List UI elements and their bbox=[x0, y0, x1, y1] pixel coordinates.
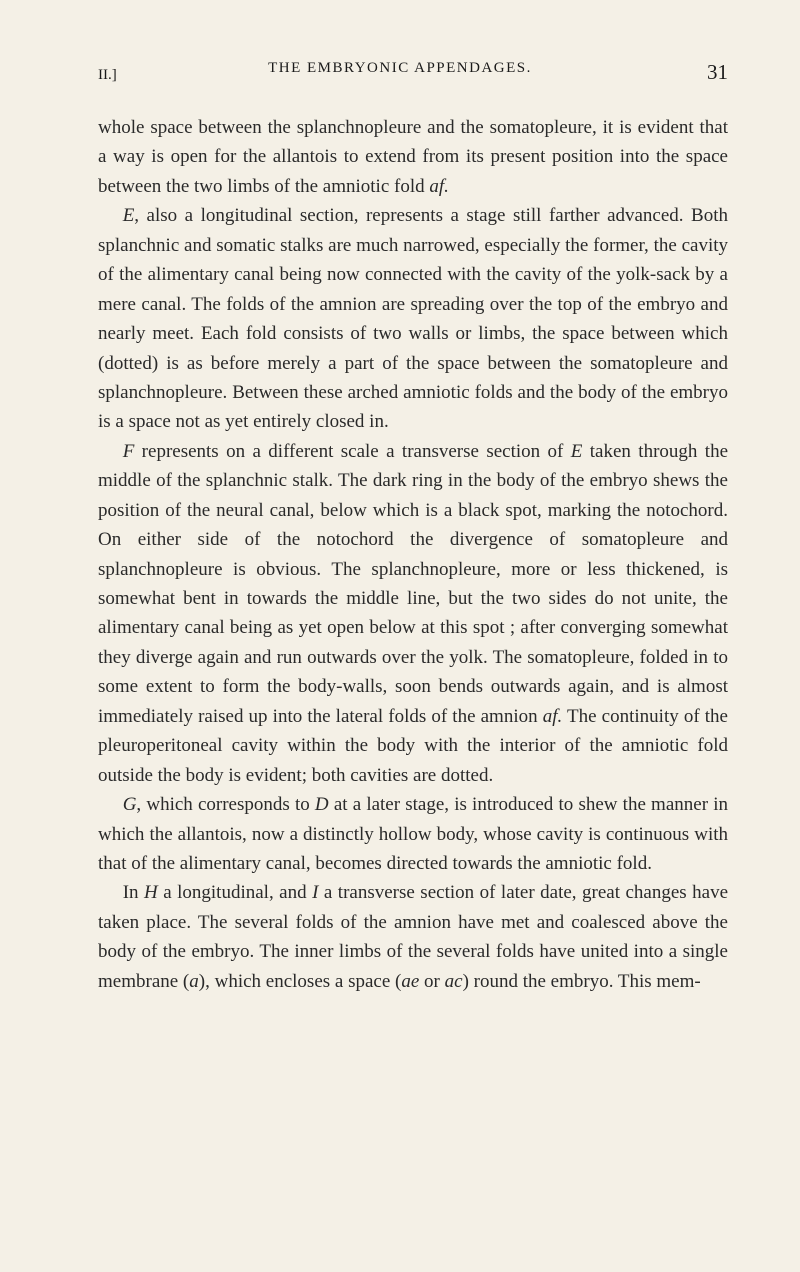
text-span: represents on a different scale a transv… bbox=[134, 441, 570, 462]
italic-term: ae bbox=[401, 971, 419, 992]
italic-term: af. bbox=[543, 706, 563, 727]
paragraph-3: F represents on a different scale a tran… bbox=[98, 437, 728, 790]
italic-term: G bbox=[123, 794, 137, 815]
section-number: II.] bbox=[98, 67, 117, 84]
paragraph-4: G, which corresponds to D at a later sta… bbox=[98, 790, 728, 878]
text-span: or bbox=[419, 971, 444, 992]
italic-term: a bbox=[189, 971, 199, 992]
paragraph-5: In H a longitudinal, and I a transverse … bbox=[98, 878, 728, 996]
italic-term: E bbox=[571, 441, 583, 462]
text-span: ) round the embryo. This mem- bbox=[463, 971, 701, 992]
italic-term: H bbox=[144, 882, 158, 903]
italic-term: D bbox=[315, 794, 329, 815]
text-span: In bbox=[123, 882, 144, 903]
paragraph-1: whole space between the splanchnopleure … bbox=[98, 113, 728, 201]
paragraph-2: E, also a longitudinal section, represen… bbox=[98, 201, 728, 437]
page-number: 31 bbox=[707, 60, 728, 85]
text-span: taken through the middle of the splanchn… bbox=[98, 441, 728, 727]
body-text: whole space between the splanchnopleure … bbox=[98, 113, 728, 996]
text-span: whole space between the splanchnopleure … bbox=[98, 117, 728, 197]
text-span: , also a longitudinal section, represent… bbox=[98, 205, 728, 432]
italic-term: F bbox=[123, 441, 135, 462]
text-span: ), which encloses a space ( bbox=[199, 971, 402, 992]
text-span: , which corresponds to bbox=[136, 794, 314, 815]
page-title: THE EMBRYONIC APPENDAGES. bbox=[268, 60, 532, 77]
italic-term: ac bbox=[445, 971, 463, 992]
italic-term: af. bbox=[429, 176, 449, 197]
text-span: a longitudinal, and bbox=[158, 882, 312, 903]
page-header: II.] THE EMBRYONIC APPENDAGES. 31 bbox=[98, 60, 728, 85]
italic-term: E bbox=[123, 205, 135, 226]
